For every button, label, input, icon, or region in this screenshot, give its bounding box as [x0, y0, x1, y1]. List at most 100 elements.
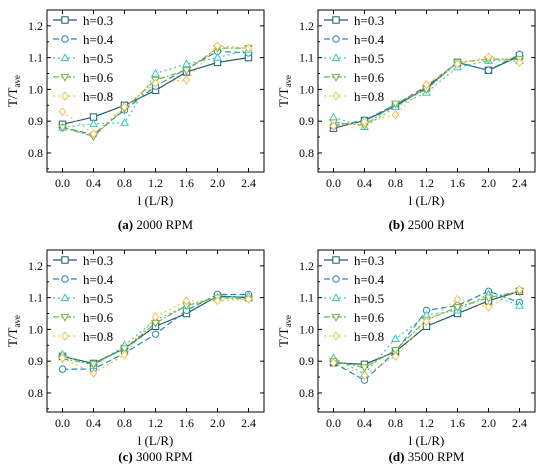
panel-caption-text: 2500 RPM	[404, 217, 464, 232]
y-tick-label: 0.8	[28, 386, 43, 400]
data-point	[329, 112, 338, 121]
chart-panel-a: 0.8 0.9 1.0 1.1 1.2 0.0 0.4 0.8 1.2 1.6 2.0 2.4 l (L…	[5, 9, 265, 232]
data-point	[453, 304, 462, 312]
panel-caption-text: 3500 RPM	[404, 449, 464, 464]
x-tick-label: 0.4	[357, 416, 372, 430]
data-point	[58, 124, 67, 133]
data-point	[120, 102, 129, 112]
data-point	[484, 294, 493, 303]
legend-label: h=0.3	[354, 13, 384, 28]
data-point	[120, 117, 129, 126]
y-tick-label: 0.9	[28, 114, 43, 128]
legend-label: h=0.5	[354, 51, 384, 66]
y-tick-label: 1.2	[28, 19, 43, 33]
data-point	[182, 67, 191, 76]
legend-label: h=0.8	[354, 89, 384, 104]
data-point	[89, 129, 98, 139]
data-point	[182, 296, 191, 306]
x-tick-label: 1.2	[148, 176, 163, 190]
x-tick-label: 2.0	[210, 416, 225, 430]
panel-caption: (a) 2000 RPM	[118, 217, 194, 232]
x-tick-label: 0.8	[388, 416, 403, 430]
chart-panel-b: 0.8 0.9 1.0 1.1 1.2 0.0 0.4 0.8 1.2 1.6 2.0 2.4 l (L…	[276, 9, 536, 232]
legend-marker	[332, 331, 340, 341]
y-tick-label: 1.0	[299, 322, 314, 336]
data-point	[244, 294, 253, 304]
data-point	[182, 75, 191, 85]
x-tick-label: 0.4	[357, 176, 372, 190]
data-point	[422, 316, 431, 327]
y-axis-label-main: T/T	[5, 87, 20, 107]
legend-label: h=0.3	[354, 253, 384, 268]
panel-caption-text: 3000 RPM	[133, 449, 193, 464]
legend-marker	[60, 313, 70, 322]
data-point	[453, 59, 462, 69]
data-point	[360, 117, 369, 127]
legend-marker	[60, 53, 70, 62]
x-tick-label: 1.2	[419, 416, 434, 430]
legend-marker	[61, 35, 69, 43]
x-tick-label: 0.8	[117, 416, 132, 430]
legend-label: h=0.6	[83, 70, 114, 85]
data-point	[213, 296, 222, 306]
chart-panel-d: 0.8 0.9 1.0 1.1 1.2 0.0 0.4 0.8 1.2 1.6 2.0 2.4 l (L…	[276, 249, 536, 464]
x-tick-label: 1.2	[419, 176, 434, 190]
data-point	[244, 43, 253, 53]
plot-frame	[317, 249, 536, 413]
legend-marker	[61, 256, 69, 264]
x-tick-label: 2.0	[481, 176, 496, 190]
x-tick-label: 2.0	[481, 416, 496, 430]
legend-marker	[61, 16, 69, 24]
data-point	[151, 78, 160, 88]
y-axis-label: T/Tave	[276, 75, 293, 107]
data-point	[120, 350, 129, 360]
data-point	[391, 334, 400, 343]
legend-label: h=0.5	[83, 51, 113, 66]
data-point	[213, 52, 222, 61]
data-point	[422, 80, 431, 90]
y-tick-label: 1.0	[28, 82, 43, 96]
y-axis-label: T/Tave	[5, 315, 22, 347]
x-tick-label: 0.0	[55, 416, 70, 430]
y-axis-label-main: T/T	[276, 87, 291, 107]
legend-marker	[331, 53, 341, 62]
legend-marker	[332, 275, 340, 283]
data-point	[360, 364, 369, 373]
y-tick-label: 1.1	[299, 51, 314, 65]
x-tick-label: 1.6	[450, 416, 465, 430]
y-axis-label-sub: ave	[12, 315, 22, 328]
legend-label: h=0.6	[354, 310, 385, 325]
data-point	[484, 66, 493, 75]
y-tick-label: 0.9	[299, 354, 314, 368]
legend-marker	[332, 256, 340, 264]
y-tick-label: 1.0	[28, 322, 43, 336]
x-tick-label: 2.0	[210, 176, 225, 190]
data-point	[151, 68, 160, 77]
chart-panel-c: 0.8 0.9 1.0 1.1 1.2 0.0 0.4 0.8 1.2 1.6 2.0 2.4 l (L…	[5, 249, 265, 464]
legend-label: h=0.5	[83, 291, 113, 306]
data-point	[151, 330, 160, 338]
y-axis-label-sub: ave	[12, 75, 22, 88]
x-tick-label: 2.4	[512, 176, 527, 190]
panel-caption-text: 2000 RPM	[133, 217, 193, 232]
data-point	[453, 294, 462, 304]
panel-caption: (b) 2500 RPM	[389, 217, 465, 232]
data-point	[213, 41, 222, 51]
y-axis-label-main: T/T	[5, 327, 20, 347]
panel-caption-tag: (d)	[389, 449, 405, 464]
panel-caption: (d) 3500 RPM	[389, 449, 465, 464]
data-point	[89, 368, 98, 378]
legend-marker	[61, 331, 69, 341]
data-point	[329, 121, 338, 131]
x-tick-label: 0.8	[117, 176, 132, 190]
data-point	[515, 285, 524, 295]
y-tick-label: 1.0	[299, 82, 314, 96]
y-axis-label-main: T/T	[276, 327, 291, 347]
data-point	[120, 345, 129, 354]
x-tick-label: 1.6	[450, 176, 465, 190]
x-tick-label: 2.4	[241, 176, 256, 190]
legend-marker	[331, 313, 341, 322]
legend-label: h=0.4	[83, 32, 114, 47]
data-point	[391, 110, 400, 120]
data-point	[89, 118, 98, 127]
